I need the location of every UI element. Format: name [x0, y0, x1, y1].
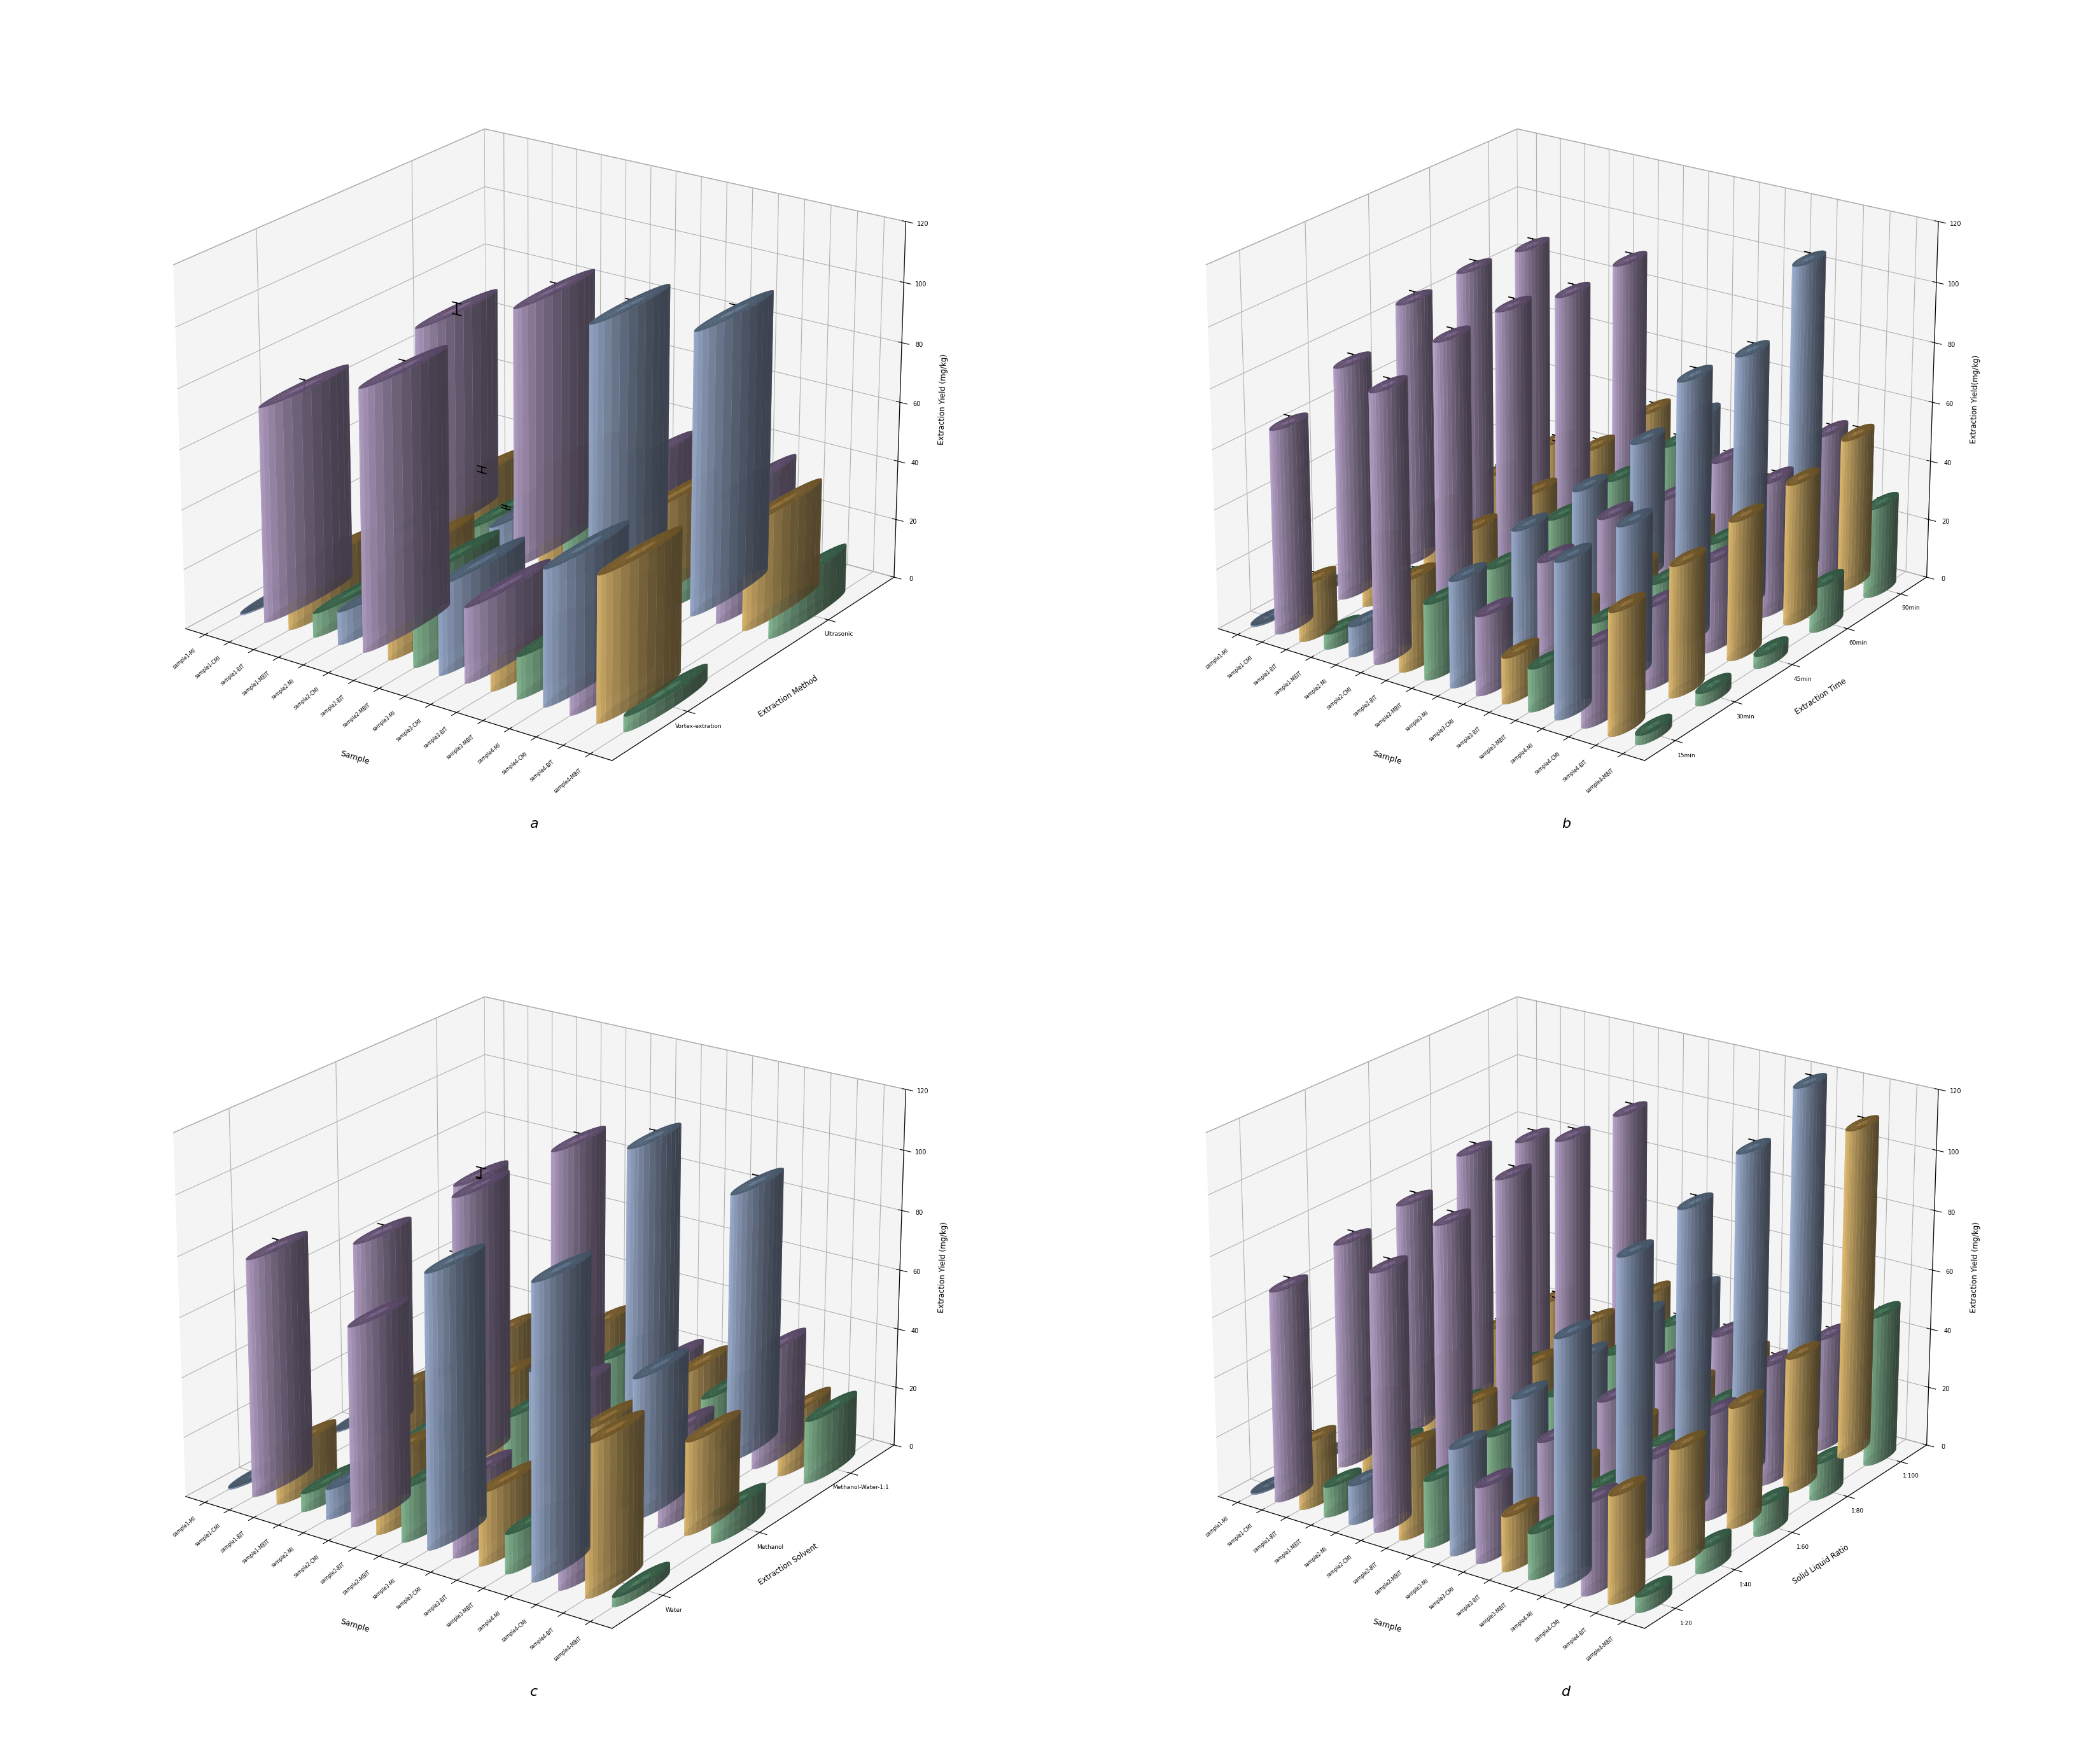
Y-axis label: Solid Liquid Ratio: Solid Liquid Ratio [1791, 1543, 1850, 1586]
X-axis label: Sample: Sample [1371, 1617, 1403, 1635]
Text: a: a [529, 818, 538, 830]
Text: d: d [1562, 1685, 1571, 1697]
Y-axis label: Extraction Time: Extraction Time [1793, 677, 1848, 716]
X-axis label: Sample: Sample [338, 1617, 370, 1635]
X-axis label: Sample: Sample [338, 749, 370, 766]
X-axis label: Sample: Sample [1371, 749, 1403, 766]
Text: b: b [1562, 818, 1571, 830]
Y-axis label: Extraction Method: Extraction Method [756, 674, 819, 719]
Y-axis label: Extraction Solvent: Extraction Solvent [756, 1543, 819, 1586]
Text: c: c [529, 1685, 538, 1697]
